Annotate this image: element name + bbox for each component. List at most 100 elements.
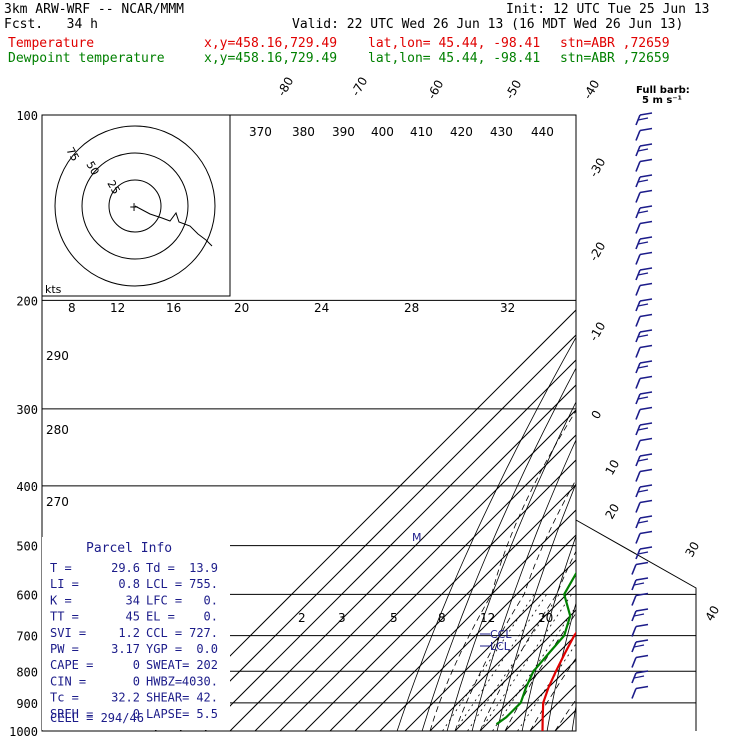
- wind-barb-flag: [639, 143, 653, 147]
- wind-barb-flag: [637, 148, 649, 152]
- parcel-value: 4030.: [182, 674, 218, 688]
- parcel-value: 42.: [196, 691, 218, 705]
- ccl-label: CCL: [490, 628, 512, 641]
- dewpoint-profile: [495, 571, 576, 726]
- parcel-value: 3.17: [111, 642, 140, 656]
- wind-barb-flag: [639, 484, 653, 488]
- hodograph-ring-label: 75: [63, 145, 81, 164]
- dry-adiabat: [521, 534, 576, 731]
- parcel-value: 0.: [204, 593, 218, 607]
- hodograph-ring-label: 50: [83, 159, 101, 178]
- isotherm-line: [229, 384, 576, 731]
- temperature-legend: Temperature: [8, 36, 95, 51]
- wind-barb-flag: [637, 520, 649, 524]
- isotherm-line: [329, 484, 576, 731]
- wind-barb: [635, 254, 641, 265]
- forecast-hour: Fcst. 34 h: [4, 17, 98, 32]
- hodograph-ring-label: 25: [104, 178, 122, 197]
- parcel-key: LI =: [50, 577, 79, 591]
- parcel-info-title: Parcel Info: [86, 541, 172, 556]
- hodograph: + 75 50 25 kts: [41, 114, 231, 297]
- wind-barb: [635, 378, 641, 389]
- wind-barb-flag: [639, 406, 653, 411]
- dry-adiabat: [421, 367, 576, 731]
- mixing-ratio-label-upper: 16: [166, 301, 181, 315]
- isotherm-line: [304, 459, 576, 731]
- wind-barb: [631, 657, 637, 668]
- wind-barb: [635, 471, 641, 482]
- isotherm-line: [154, 309, 576, 731]
- isotherm-line: [580, 115, 740, 731]
- wind-barb-flag: [639, 375, 653, 380]
- wind-barb-flag: [639, 220, 653, 225]
- dry-adiabat: [571, 703, 576, 731]
- wind-barb-flag: [639, 236, 653, 240]
- parcel-value: 34: [126, 593, 140, 607]
- wind-barb-flag: [639, 174, 653, 178]
- theta-label: 430: [490, 125, 513, 139]
- dry-adiabat: [546, 601, 576, 731]
- wind-barb-flag: [635, 561, 649, 566]
- wind-barb-flag: [639, 546, 653, 550]
- wind-barb: [635, 347, 641, 358]
- wedge-frame: [575, 519, 697, 731]
- wind-barb-flag: [639, 298, 653, 302]
- parcel-value: 0.8: [118, 577, 140, 591]
- init-time: Init: 12 UTC Tue 25 Jun 13: [506, 2, 710, 17]
- dry-adiabat: [697, 115, 740, 731]
- valid-time: Valid: 22 UTC Wed 26 Jun 13 (16 MDT Wed …: [292, 17, 684, 32]
- dry-adiabat: [672, 115, 740, 731]
- theta-label: 370: [249, 125, 272, 139]
- isotherm-line: [504, 659, 576, 731]
- wind-barb-flag: [635, 592, 649, 597]
- mixing-ratio-label-lower: 5: [390, 611, 398, 625]
- wind-barb: [635, 161, 641, 172]
- wind-barb-flag: [635, 623, 649, 628]
- wind-barb: [631, 626, 637, 637]
- isotherm-top-label: -60: [424, 78, 446, 102]
- temperature-xy: x,y=458.16,729.49: [204, 36, 338, 51]
- wind-barb-flag: [639, 515, 653, 519]
- wind-barb-flag: [635, 654, 649, 659]
- dewpoint-latlon: lat,lon= 45.44, -98.41: [368, 51, 541, 66]
- parcel-value: 1.2: [118, 626, 140, 640]
- parcel-value: 0: [133, 707, 140, 721]
- isotherm-right-label: 20: [602, 501, 622, 521]
- parcel-key: SREH =: [50, 707, 93, 721]
- wind-barb-flag: [639, 360, 653, 364]
- theta-label: 380: [292, 125, 315, 139]
- isotherm-line: [179, 334, 576, 731]
- wind-barb-flag: [639, 205, 653, 209]
- moist-adiabat: [479, 550, 576, 731]
- lcl-label: LCL: [490, 640, 511, 653]
- isotherm-line: [204, 359, 576, 731]
- wind-barb-flag: [637, 396, 649, 400]
- dry-adiabat: [647, 115, 740, 731]
- pressure-tick-label: 600: [16, 588, 38, 602]
- wind-barb-flag: [635, 685, 649, 690]
- parcel-value: 727.: [189, 626, 218, 640]
- parcel-key: LCL =: [146, 577, 182, 591]
- barb-legend-line1: Full barb:: [636, 85, 690, 96]
- m-marker: M: [412, 531, 422, 544]
- temperature-latlon: lat,lon= 45.44, -98.41: [368, 36, 541, 51]
- wind-barbs: [631, 112, 653, 699]
- dewpoint-xy: x,y=458.16,729.49: [204, 51, 338, 66]
- parcel-value: 13.9: [189, 561, 218, 575]
- wind-barb-flag: [637, 303, 649, 307]
- isotherm-top-label: -80: [274, 75, 296, 99]
- parcel-value: 0: [133, 658, 140, 672]
- wind-barb-flag: [637, 272, 649, 276]
- parcel-key: PW =: [50, 642, 79, 656]
- wind-barb-flag: [633, 675, 645, 679]
- mixing-ratio-label-lower: 8: [438, 611, 446, 625]
- wind-barb: [635, 316, 641, 327]
- dry-adiabat: [597, 115, 740, 731]
- wind-barb-flag: [637, 365, 649, 369]
- wind-barb-flag: [639, 127, 653, 132]
- mixing-ratio-label-upper: 24: [314, 301, 329, 315]
- parcel-key: Tc =: [50, 691, 79, 705]
- wind-barb-flag: [633, 613, 645, 617]
- isotherm-top-label: -70: [348, 75, 370, 99]
